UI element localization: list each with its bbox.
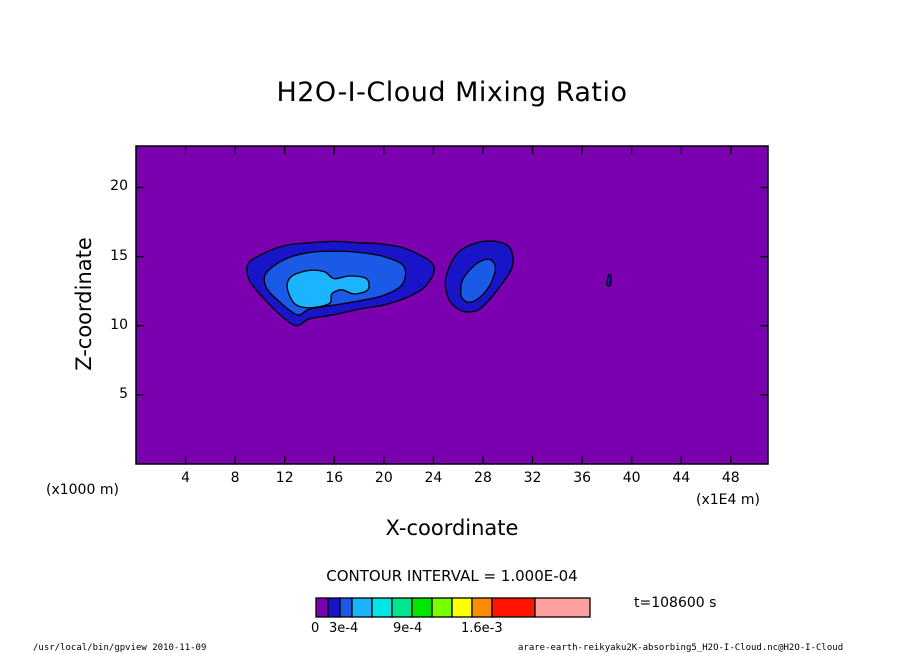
colorbar-swatch — [371, 597, 393, 618]
colorbar-swatch — [339, 597, 353, 618]
x-tick-label: 28 — [474, 470, 492, 486]
plot-frame — [135, 145, 769, 465]
colorbar-swatch — [491, 597, 536, 618]
contour-region-level-3 — [286, 269, 370, 309]
colorbar-swatch — [351, 597, 373, 618]
colorbar-label: 9e-4 — [393, 621, 423, 636]
colorbar-label: 1.6e-3 — [461, 621, 503, 636]
x-tick-label: 36 — [573, 470, 592, 486]
x-tick-label: 8 — [230, 470, 240, 486]
y-ticks — [136, 186, 768, 396]
chart-title: H2O-I-Cloud Mixing Ratio — [276, 77, 628, 108]
x-tick-label: 20 — [374, 470, 393, 486]
colorbar-swatch — [327, 597, 341, 618]
footer-right: arare-earth-reikyaku2K-absorbing5_H2O-I-… — [518, 643, 844, 653]
colorbar-swatch — [315, 597, 329, 618]
y-tick-label: 20 — [110, 178, 128, 195]
x-ticks — [184, 146, 732, 464]
y-tick-label: 10 — [110, 316, 128, 333]
x-axis-label: X-coordinate — [385, 516, 519, 540]
x-tick-label: 16 — [325, 470, 344, 486]
x-tick-label: 4 — [181, 470, 191, 486]
y-tick-label: 15 — [110, 247, 128, 264]
colorbar-swatch — [431, 597, 453, 618]
x-tick-label: 40 — [622, 470, 641, 486]
colorbar-label: 0 — [311, 621, 320, 636]
contour-interval: CONTOUR INTERVAL = 1.000E-04 — [326, 567, 578, 585]
x-tick-label: 32 — [523, 470, 542, 486]
contour-region-level-2 — [460, 258, 497, 303]
x-unit-right: (x1E4 m) — [696, 492, 760, 508]
colorbar-swatch — [391, 597, 413, 618]
contour-regions — [246, 240, 612, 327]
colorbar-label: 3e-4 — [329, 621, 359, 636]
y-tick-label: 5 — [119, 385, 128, 402]
colorbar-swatch — [534, 597, 591, 618]
x-tick-label: 48 — [721, 470, 740, 486]
x-unit-left: (x1000 m) — [46, 482, 119, 498]
contour-region-level-1 — [606, 273, 612, 287]
colorbar-swatch — [471, 597, 493, 618]
time-label: t=108600 s — [634, 595, 717, 611]
colorbar — [315, 597, 591, 618]
colorbar-swatch — [451, 597, 473, 618]
x-tick-label: 12 — [275, 470, 294, 486]
x-tick-label: 44 — [672, 470, 691, 486]
colorbar-swatch — [411, 597, 433, 618]
footer-left: /usr/local/bin/gpview 2010-11-09 — [33, 643, 207, 653]
x-tick-label: 24 — [424, 470, 443, 486]
